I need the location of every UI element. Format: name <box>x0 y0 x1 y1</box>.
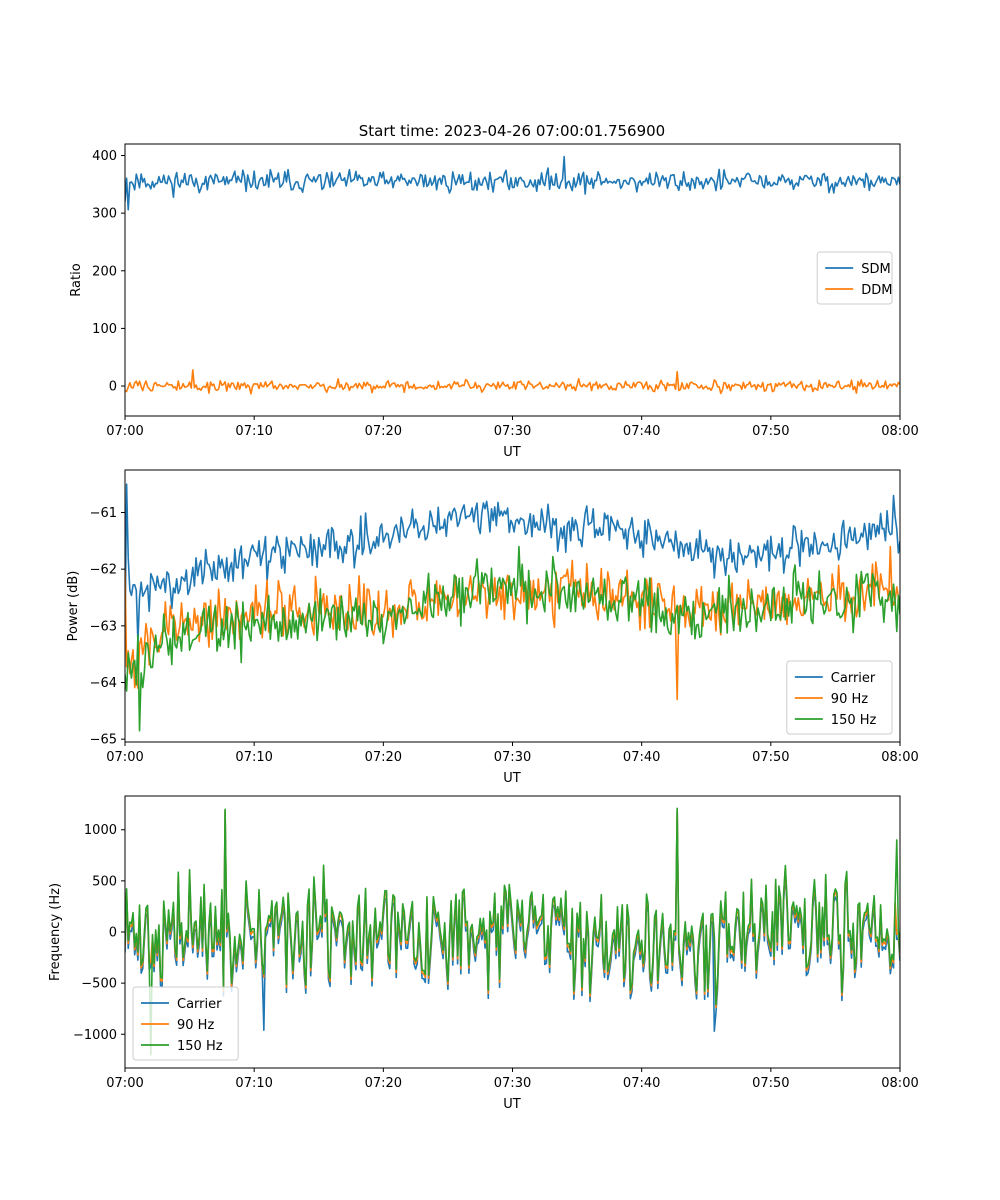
ratio-x-axis-label: UT <box>503 445 521 460</box>
legend-label: 150 Hz <box>831 713 877 728</box>
legend-label: SDM <box>861 262 890 277</box>
x-tick-label: 07:20 <box>365 424 402 439</box>
legend-box <box>132 986 239 1061</box>
y-tick-label: 100 <box>92 322 117 337</box>
y-tick-label: 200 <box>92 264 117 279</box>
y-tick-label: 400 <box>92 149 117 164</box>
y-tick-label: 1000 <box>84 823 117 838</box>
y-tick-label: 0 <box>109 926 117 941</box>
y-tick-label: −62 <box>90 563 117 578</box>
frequency-x-axis-label: UT <box>503 1097 521 1112</box>
x-tick-label: 07:00 <box>106 424 143 439</box>
x-tick-label: 07:10 <box>235 424 272 439</box>
ratio-legend: SDM DDM <box>816 251 893 305</box>
x-tick-label: 07:40 <box>623 424 660 439</box>
legend-label: 150 Hz <box>177 1039 223 1054</box>
x-tick-label: 07:40 <box>623 750 660 765</box>
y-tick-label: 0 <box>109 380 117 395</box>
y-tick-label: −64 <box>90 676 117 691</box>
ratio-panel: Ratio UT 07:00 07:10 07:20 07:30 07:40 07:50 0… <box>69 143 919 460</box>
figure-title: Start time: 2023-04-26 07:00:01.756900 <box>359 122 665 140</box>
series-line-150-hz <box>125 807 900 1056</box>
y-tick-label: 500 <box>92 874 117 889</box>
power-x-axis-label: UT <box>503 771 521 786</box>
power-panel: Power (dB) UT 07:00 07:10 07:20 07:30 07:40 0… <box>66 469 919 786</box>
series-line-ddm <box>125 369 900 395</box>
x-tick-label: 08:00 <box>881 424 918 439</box>
legend-label: 90 Hz <box>831 692 868 707</box>
ratio-y-axis-label: Ratio <box>69 263 84 296</box>
x-tick-label: 07:20 <box>365 750 402 765</box>
series-line-carrier <box>125 483 900 644</box>
x-tick-label: 07:20 <box>365 1076 402 1091</box>
y-tick-label: −500 <box>81 977 117 992</box>
y-tick-label: −65 <box>90 733 117 748</box>
x-tick-label: 07:10 <box>235 1076 272 1091</box>
legend-box <box>786 660 893 735</box>
frequency-y-axis-label: Frequency (Hz) <box>48 883 63 981</box>
x-tick-label: 07:30 <box>494 424 531 439</box>
x-tick-label: 07:50 <box>752 424 789 439</box>
x-tick-label: 08:00 <box>881 750 918 765</box>
y-tick-label: −63 <box>90 619 117 634</box>
x-tick-label: 07:00 <box>106 1076 143 1091</box>
legend-box <box>816 251 893 305</box>
y-tick-label: −61 <box>90 506 117 521</box>
power-legend: Carrier 90 Hz 150 Hz <box>786 660 893 735</box>
legend-label: Carrier <box>177 997 222 1012</box>
y-tick-label: 300 <box>92 207 117 222</box>
x-tick-label: 07:30 <box>494 750 531 765</box>
x-tick-label: 08:00 <box>881 1076 918 1091</box>
series-line-150-hz <box>125 545 900 732</box>
legend-label: 90 Hz <box>177 1018 214 1033</box>
x-tick-label: 07:00 <box>106 750 143 765</box>
legend-label: DDM <box>861 283 892 298</box>
x-tick-label: 07:50 <box>752 1076 789 1091</box>
power-y-axis-label: Power (dB) <box>66 571 81 642</box>
y-tick-label: −1000 <box>73 1028 117 1043</box>
x-tick-label: 07:30 <box>494 1076 531 1091</box>
frequency-panel: Frequency (Hz) UT 07:00 07:10 07:20 07:30 07… <box>48 795 919 1112</box>
frequency-legend: Carrier 90 Hz 150 Hz <box>132 986 239 1061</box>
legend-label: Carrier <box>831 671 876 686</box>
x-tick-label: 07:10 <box>235 750 272 765</box>
x-tick-label: 07:40 <box>623 1076 660 1091</box>
x-tick-label: 07:50 <box>752 750 789 765</box>
series-line-sdm <box>125 155 900 211</box>
